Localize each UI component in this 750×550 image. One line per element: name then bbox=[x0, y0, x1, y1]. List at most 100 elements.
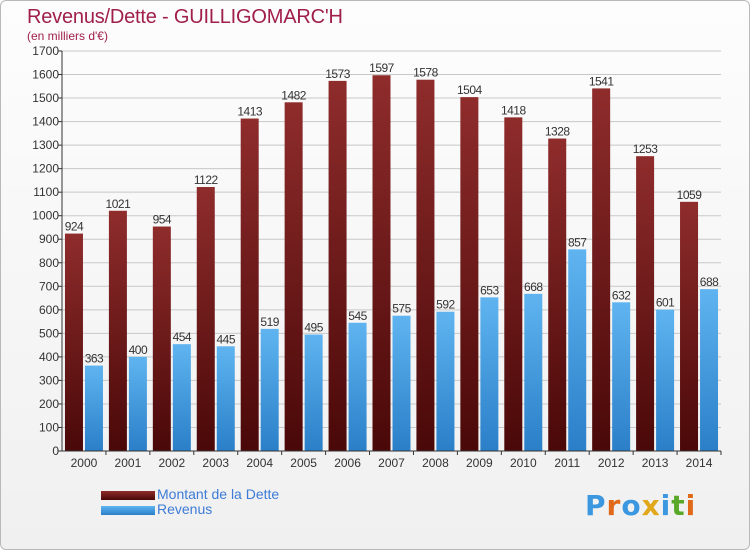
data-label-debt: 1482 bbox=[281, 88, 307, 102]
y-tick-label: 1100 bbox=[33, 185, 59, 199]
x-tick-label: 2006 bbox=[334, 456, 361, 470]
bar-debt bbox=[328, 80, 347, 451]
data-label-debt: 1541 bbox=[589, 74, 615, 88]
bar-revenue bbox=[392, 315, 411, 451]
x-tick-label: 2003 bbox=[202, 456, 229, 470]
x-tick-label: 2000 bbox=[71, 456, 98, 470]
bar-revenue bbox=[524, 293, 543, 451]
x-tick-label: 2010 bbox=[510, 456, 537, 470]
x-tick-label: 2005 bbox=[290, 456, 317, 470]
data-label-debt: 1328 bbox=[545, 125, 571, 139]
data-label-revenue: 601 bbox=[656, 296, 675, 310]
bar-debt bbox=[64, 233, 83, 451]
data-label-revenue: 575 bbox=[392, 302, 411, 316]
data-label-debt: 924 bbox=[65, 220, 84, 234]
data-label-revenue: 857 bbox=[568, 235, 587, 249]
bar-debt bbox=[284, 102, 303, 451]
y-tick-label: 1300 bbox=[32, 138, 59, 152]
y-tick-label: 1700 bbox=[32, 44, 59, 58]
y-tick-label: 0 bbox=[52, 444, 59, 458]
logo-letter: i bbox=[660, 489, 672, 522]
data-label-debt: 1578 bbox=[413, 66, 439, 80]
x-tick-label: 2013 bbox=[642, 456, 669, 470]
bar-revenue bbox=[480, 297, 499, 451]
x-tick-label: 2002 bbox=[158, 456, 185, 470]
bar-debt bbox=[416, 79, 435, 452]
bar-revenue bbox=[656, 309, 675, 451]
bars bbox=[64, 75, 719, 452]
data-label-revenue: 545 bbox=[348, 309, 367, 323]
x-tick-label: 2004 bbox=[246, 456, 273, 470]
bar-debt bbox=[592, 88, 611, 451]
bar-revenue bbox=[260, 328, 279, 451]
data-label-debt: 1122 bbox=[194, 173, 219, 187]
bar-debt bbox=[152, 226, 171, 451]
bar-revenue bbox=[304, 334, 323, 451]
data-label-revenue: 400 bbox=[129, 343, 148, 357]
data-label-revenue: 519 bbox=[260, 315, 279, 329]
bar-revenue bbox=[348, 322, 367, 451]
data-label-debt: 1504 bbox=[457, 83, 483, 97]
y-tick-label: 600 bbox=[39, 303, 59, 317]
bar-debt bbox=[504, 117, 523, 452]
bar-debt bbox=[240, 118, 259, 451]
data-label-debt: 1253 bbox=[633, 142, 659, 156]
data-label-revenue: 632 bbox=[612, 288, 631, 302]
y-tick-label: 500 bbox=[39, 326, 59, 340]
x-tick-label: 2009 bbox=[466, 456, 493, 470]
data-label-debt: 1021 bbox=[106, 197, 132, 211]
bar-revenue bbox=[216, 346, 235, 451]
bar-revenue bbox=[612, 302, 631, 451]
proxiti-logo: Proxiti bbox=[585, 489, 696, 522]
data-label-debt: 1059 bbox=[677, 188, 703, 202]
data-label-revenue: 688 bbox=[700, 275, 719, 289]
bar-revenue bbox=[436, 311, 455, 451]
logo-letter: i bbox=[685, 489, 697, 522]
legend-swatch-revenue bbox=[101, 506, 155, 515]
x-tick-label: 2007 bbox=[378, 456, 405, 470]
y-tick-label: 400 bbox=[39, 350, 59, 364]
bar-debt bbox=[372, 75, 391, 451]
logo-letter: P bbox=[585, 489, 607, 522]
bar-revenue bbox=[84, 365, 103, 451]
logo-letter: o bbox=[621, 489, 642, 522]
data-label-debt: 1418 bbox=[501, 103, 527, 117]
data-label-revenue: 445 bbox=[217, 332, 236, 346]
y-tick-label: 1000 bbox=[32, 209, 59, 223]
bar-debt bbox=[548, 138, 567, 451]
data-label-revenue: 363 bbox=[85, 352, 104, 366]
bar-debt bbox=[108, 210, 127, 451]
legend-swatch-debt bbox=[101, 491, 155, 500]
y-tick-label: 200 bbox=[39, 397, 59, 411]
y-tick-label: 1200 bbox=[32, 162, 59, 176]
data-label-revenue: 495 bbox=[304, 321, 323, 335]
grid-lines bbox=[62, 50, 721, 428]
logo-letter: r bbox=[606, 489, 622, 522]
data-label-revenue: 653 bbox=[480, 283, 499, 297]
legend-label-revenue: Revenus bbox=[157, 501, 213, 517]
y-tick-label: 800 bbox=[39, 256, 59, 270]
data-label-revenue: 454 bbox=[173, 330, 192, 344]
bar-debt bbox=[460, 97, 479, 451]
logo-letter: t bbox=[671, 489, 686, 522]
bar-revenue bbox=[700, 289, 719, 451]
bar-revenue bbox=[568, 249, 587, 451]
bar-revenue bbox=[172, 344, 191, 451]
x-tick-label: 2012 bbox=[598, 456, 625, 470]
y-tick-label: 100 bbox=[39, 420, 59, 434]
logo-letter: x bbox=[641, 489, 661, 522]
bar-debt bbox=[680, 201, 699, 451]
x-tick-label: 2011 bbox=[554, 456, 580, 470]
data-label-debt: 1573 bbox=[325, 67, 351, 81]
axes: 0 100 200 300 400 500 600 700 800 900 1000 1100 1200… bbox=[32, 44, 722, 470]
x-tick-label: 2008 bbox=[422, 456, 449, 470]
data-label-debt: 954 bbox=[153, 213, 172, 227]
y-tick-label: 900 bbox=[39, 232, 59, 246]
chart-title: Revenus/Dette - GUILLIGOMARC'H bbox=[27, 6, 343, 28]
y-tick-label: 700 bbox=[39, 279, 59, 293]
bar-revenue bbox=[128, 356, 147, 451]
y-tick-label: 1600 bbox=[32, 68, 59, 82]
y-tick-label: 300 bbox=[39, 373, 59, 387]
